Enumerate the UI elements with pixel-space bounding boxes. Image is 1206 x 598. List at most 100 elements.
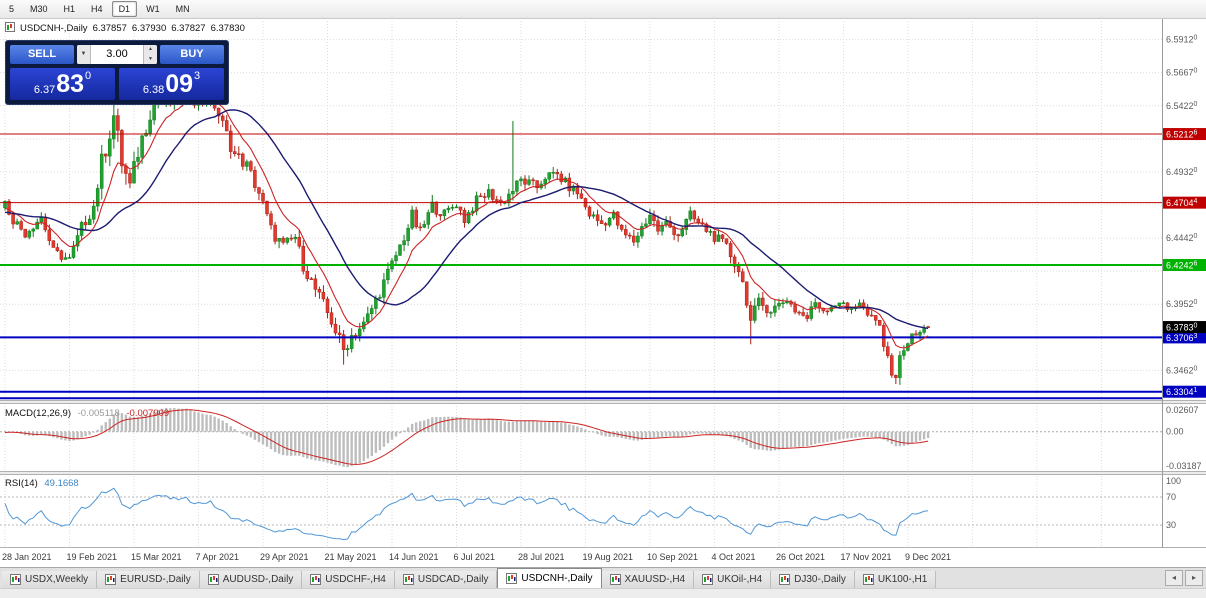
buy-price-tile[interactable]: 6.38 09 3	[119, 68, 224, 100]
chart-tab-label: DJ30-,Daily	[794, 574, 846, 585]
price-axis-badge: 6.37063	[1163, 331, 1206, 344]
rsi-name: RSI(14)	[5, 478, 38, 489]
chart-tab-icon	[10, 574, 21, 585]
ohlc-high-value: 6.37930	[131, 23, 167, 34]
svg-text:6.37830: 6.37830	[1166, 323, 1198, 333]
price-axis-badge: 6.42426	[1163, 258, 1206, 271]
buy-price-sup: 3	[194, 70, 201, 82]
timeframe-button-W1[interactable]: W1	[146, 4, 160, 14]
macd-main-value: -0.005118	[77, 408, 120, 419]
volume-down-icon[interactable]: ▼	[144, 54, 157, 64]
chart-tab-usdchf-h4[interactable]: USDCHF-,H4	[302, 571, 395, 588]
chart-tab-icon	[402, 574, 414, 585]
date-axis-label: 28 Jan 2021	[2, 552, 52, 562]
status-bar	[0, 588, 1206, 598]
date-axis: 28 Jan 2021 19 Feb 2021 15 Mar 2021 7 Apr 2…	[0, 549, 1162, 567]
chart-tab-xauusd-h4[interactable]: XAUUSD-,H4	[601, 571, 695, 588]
macd-signal-line	[4, 409, 929, 465]
svg-text:-0.03187: -0.03187	[1166, 461, 1202, 471]
chart-tab-label: USDX,Weekly	[25, 574, 89, 585]
svg-text:6.54220: 6.54220	[1166, 101, 1198, 111]
ma-slow-line	[4, 109, 929, 330]
tab-scroll-buttons: ◂ ▸	[1165, 570, 1203, 586]
svg-text:6.59120: 6.59120	[1166, 35, 1198, 45]
chart-tab-bar: USDX,Weekly EURUSD-,Daily AUDUSD-,Daily USD…	[0, 567, 1206, 588]
symbol-period-label: USDCNH-,Daily	[20, 23, 88, 34]
tab-scroll-left-icon[interactable]: ◂	[1165, 570, 1183, 586]
volume-control[interactable]: ▼ 3.00 ▲ ▼	[77, 45, 157, 64]
timeframe-button-D1[interactable]: D1	[111, 1, 138, 17]
date-axis-label: 10 Sep 2021	[646, 552, 698, 562]
buy-button[interactable]: BUY	[160, 45, 224, 64]
chart-info-line: USDCNH-,Daily 6.37857 6.37930 6.37827 6.…	[5, 22, 245, 35]
chart-tab-label: USDCHF-,H4	[325, 574, 386, 585]
volume-up-icon[interactable]: ▲	[144, 45, 157, 55]
date-axis-label: 28 Jul 2021	[517, 552, 565, 562]
tab-scroll-right-icon[interactable]: ▸	[1185, 570, 1203, 586]
svg-text:6.47044: 6.47044	[1166, 198, 1198, 208]
chart-window: 6.59120 6.56670 6.54220 6.49320 6.44420 6.395…	[0, 19, 1206, 567]
macd-name: MACD(12,26,9)	[5, 408, 71, 419]
chart-tab-usdcad-daily[interactable]: USDCAD-,Daily	[394, 571, 498, 588]
one-click-trading-panel: SELL ▼ 3.00 ▲ ▼ BUY 6.37 83 0	[5, 40, 229, 105]
svg-text:6.52126: 6.52126	[1166, 130, 1198, 140]
one-click-prices-row: 6.37 83 0 6.38 09 3	[10, 68, 224, 100]
svg-text:6.39520: 6.39520	[1166, 299, 1198, 309]
rsi-line	[4, 487, 929, 541]
chart-tab-icon	[609, 574, 621, 585]
date-axis-label: 26 Oct 2021	[775, 552, 825, 562]
price-axis-badge: 6.33041	[1163, 385, 1206, 398]
timeframe-button-5[interactable]: 5	[9, 4, 15, 14]
buy-price-big: 09	[165, 70, 194, 98]
chart-tab-icon	[862, 574, 874, 585]
date-axis-label: 21 May 2021	[324, 552, 377, 562]
date-axis-label: 14 Jun 2021	[388, 552, 439, 562]
chart-tab-label: UK100-,H1	[877, 574, 928, 585]
ohlc-close-value: 6.37830	[210, 23, 245, 34]
chart-canvas[interactable]: 6.59120 6.56670 6.54220 6.49320 6.44420 6.395…	[0, 19, 1206, 549]
timeframe-button-H4[interactable]: H4	[91, 4, 103, 14]
ohlc-low-value: 6.37827	[171, 23, 206, 34]
timeframe-button-M30[interactable]: M30	[30, 4, 48, 14]
chart-tab-audusd-daily[interactable]: AUDUSD-,Daily	[199, 571, 303, 588]
date-axis-label: 19 Feb 2021	[66, 552, 118, 562]
timeframe-button-H1[interactable]: H1	[63, 4, 76, 14]
chart-symbol-icon	[5, 22, 15, 35]
sell-button[interactable]: SELL	[10, 45, 74, 64]
volume-spinner[interactable]: ▲ ▼	[143, 45, 157, 64]
svg-text:6.33041: 6.33041	[1166, 387, 1198, 397]
sell-price-tile[interactable]: 6.37 83 0	[10, 68, 115, 100]
volume-value[interactable]: 3.00	[106, 48, 128, 60]
chart-tab-icon	[506, 573, 518, 584]
timeframe-button-MN[interactable]: MN	[175, 4, 190, 14]
chart-tab-icon	[105, 574, 117, 585]
chart-tab-icon	[779, 574, 791, 585]
price-axis-badge: 6.37830	[1163, 321, 1206, 334]
sell-price-big: 83	[56, 70, 85, 98]
horizontal-level-lines[interactable]	[0, 133, 1162, 400]
svg-text:70: 70	[1166, 492, 1176, 502]
macd-label: MACD(12,26,9) -0.005118 -0.007909	[5, 408, 169, 419]
sell-price-prefix: 6.37	[33, 84, 56, 96]
chart-tab-icon	[207, 574, 219, 585]
chart-tab-ukoil-h4[interactable]: UKOil-,H4	[694, 571, 772, 588]
svg-text:6.34620: 6.34620	[1166, 365, 1198, 375]
svg-text:0.00: 0.00	[1166, 427, 1184, 437]
chart-tab-usdx-weekly[interactable]: USDX,Weekly	[2, 571, 98, 588]
chart-tab-dj30-daily[interactable]: DJ30-,Daily	[771, 571, 855, 588]
svg-text:6.56670: 6.56670	[1166, 68, 1198, 78]
chart-tab-usdcnh-daily[interactable]: USDCNH-,Daily	[497, 568, 602, 588]
svg-text:100: 100	[1166, 476, 1181, 486]
chart-tab-uk100-h1[interactable]: UK100-,H1	[854, 571, 937, 588]
ma-fast-line	[4, 98, 929, 349]
price-axis-badge: 6.52126	[1163, 128, 1206, 141]
svg-text:6.37063: 6.37063	[1166, 333, 1198, 343]
indicator-axis-labels: 0.02607 0.00 -0.03187 100 70 30	[1166, 405, 1202, 530]
chart-tab-label: UKOil-,H4	[717, 574, 763, 585]
chart-tab-label: USDCNH-,Daily	[521, 573, 593, 584]
volume-dropdown-icon[interactable]: ▼	[77, 45, 91, 64]
svg-text:6.42426: 6.42426	[1166, 260, 1198, 270]
chart-tab-eurusd-daily[interactable]: EURUSD-,Daily	[97, 571, 200, 588]
date-axis-label: 15 Mar 2021	[130, 552, 182, 562]
svg-text:6.49320: 6.49320	[1166, 167, 1198, 177]
